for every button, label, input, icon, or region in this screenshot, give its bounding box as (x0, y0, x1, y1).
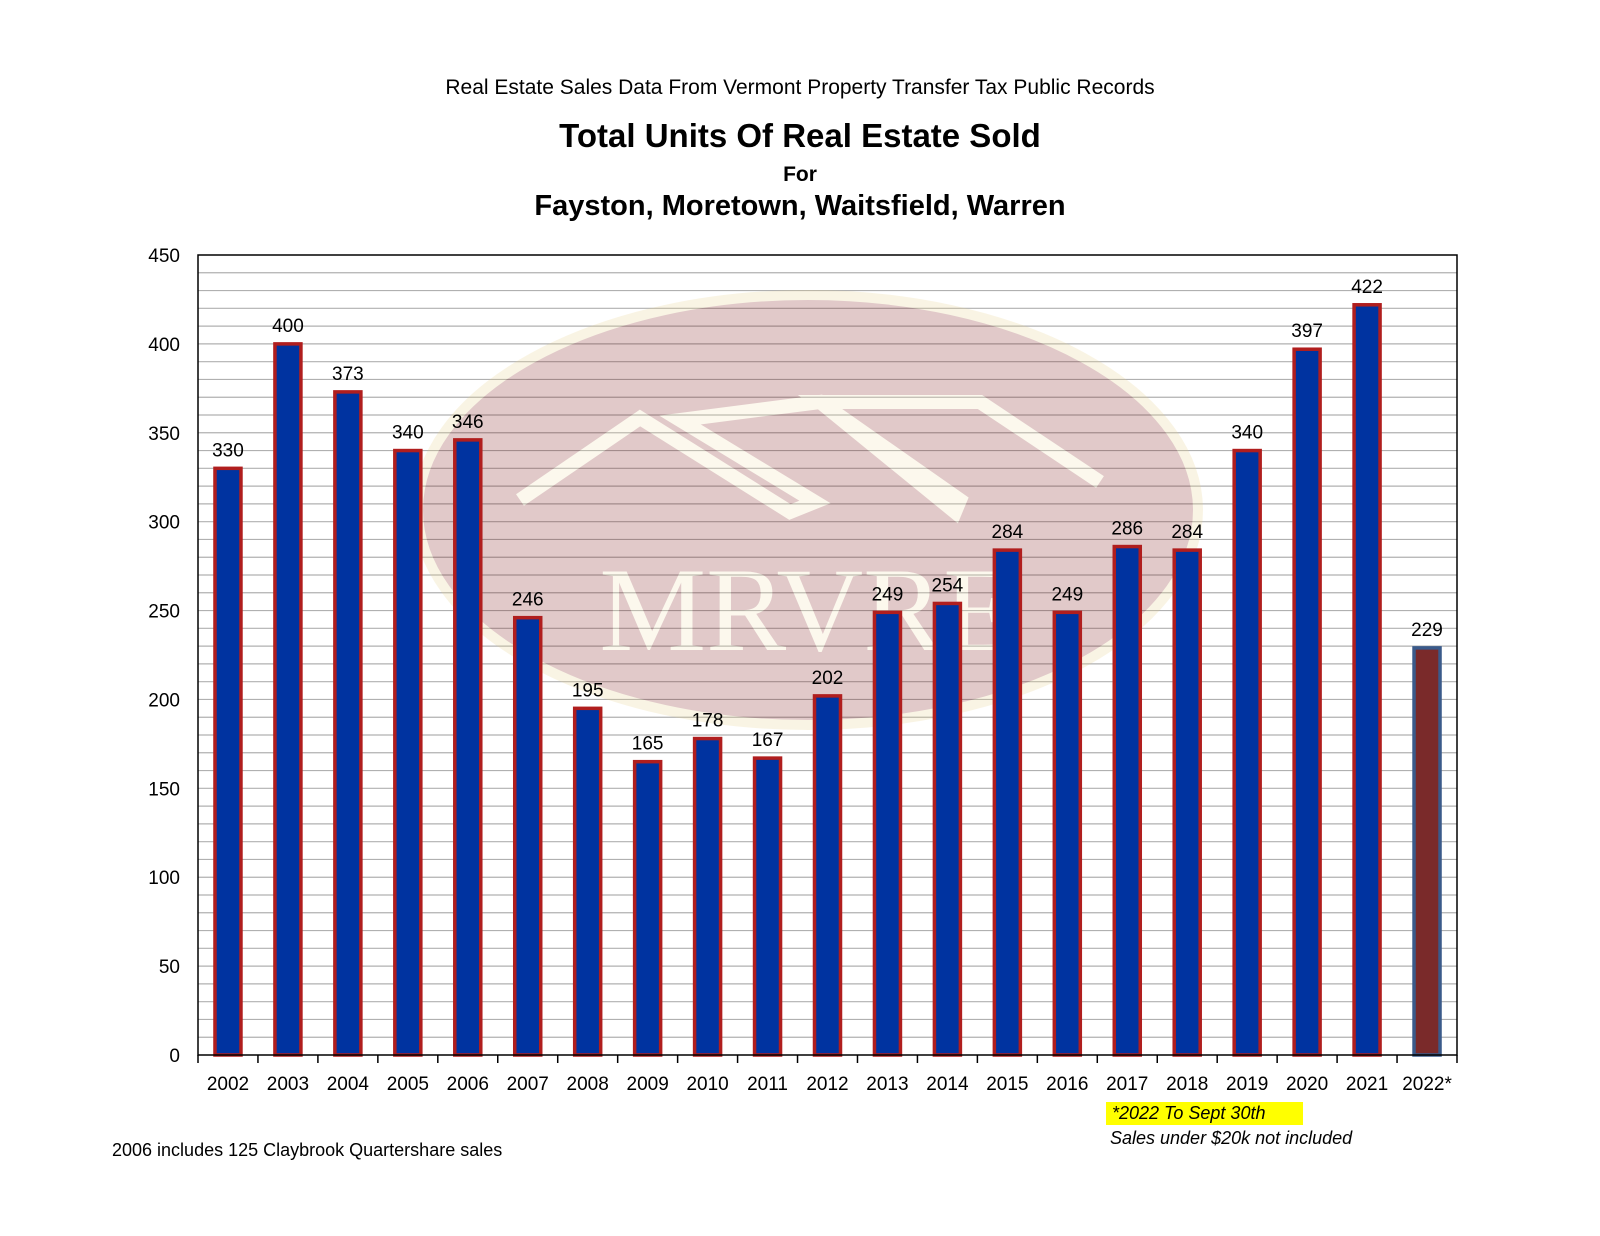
bar-2009 (632, 759, 663, 1057)
bar-2019 (1232, 448, 1262, 1057)
towns-line: Fayston, Moretown, Waitsfield, Warren (534, 190, 1066, 222)
bar-2011 (752, 756, 783, 1057)
mountain-icon (516, 394, 1104, 524)
bars (213, 303, 1442, 1057)
data-label: 167 (752, 730, 784, 751)
bar-2016 (1052, 610, 1083, 1057)
bar-2002 (213, 466, 243, 1057)
bar-2018 (1172, 548, 1202, 1057)
x-tick-label: 2020 (1286, 1074, 1328, 1095)
data-label: 284 (1171, 522, 1203, 543)
data-label: 178 (692, 711, 724, 732)
x-tick-label: 2008 (567, 1074, 609, 1095)
data-labels: 330 400 373 340 346 246 195 165 178 167 202 249 254 2… (212, 277, 1443, 755)
data-label: 340 (392, 423, 424, 444)
x-tick-label: 2021 (1346, 1074, 1388, 1095)
data-label: 422 (1351, 277, 1383, 298)
partial-year-note: *2022 To Sept 30th (1106, 1102, 1304, 1125)
bar-2007 (512, 615, 543, 1057)
y-tick-label: 100 (148, 868, 180, 889)
x-tick-label: 2012 (806, 1074, 848, 1095)
bar-2014 (932, 601, 963, 1057)
bar-2013 (872, 610, 903, 1057)
bar-2006 (453, 438, 483, 1057)
y-tick-label: 250 (148, 602, 180, 623)
data-label: 249 (1051, 584, 1083, 605)
bar-2003 (273, 342, 303, 1057)
chart-title: Total Units Of Real Estate Sold (559, 117, 1041, 154)
data-label: 249 (872, 584, 904, 605)
data-label: 400 (272, 316, 304, 337)
x-tick-label: 2002 (207, 1074, 249, 1095)
x-tick-label: 2009 (627, 1074, 669, 1095)
data-label: 202 (812, 668, 844, 689)
x-tick-label: 2018 (1166, 1074, 1208, 1095)
y-tick-label: 300 (148, 513, 180, 534)
data-label: 330 (212, 440, 244, 461)
bar-2012 (812, 694, 843, 1057)
x-axis-ticks: 2002 2003 2004 2005 2006 2007 2008 2009 2010 2011… (197, 1055, 1458, 1095)
x-tick-label: 2003 (267, 1074, 309, 1095)
x-tick-label: 2004 (327, 1074, 370, 1095)
bar-2004 (333, 390, 363, 1057)
for-line: For (783, 163, 817, 186)
x-tick-label: 2015 (986, 1074, 1028, 1095)
bar-2020 (1292, 347, 1322, 1057)
x-tick-label: 2007 (507, 1074, 549, 1095)
x-tick-label: 2022* (1402, 1074, 1452, 1095)
x-tick-label: 2005 (387, 1074, 429, 1095)
bar-2008 (572, 706, 603, 1057)
plot-frame (197, 254, 1458, 1056)
x-tick-label: 2016 (1046, 1074, 1088, 1095)
bar-2022-star (1412, 646, 1442, 1057)
claybrook-note: 2006 includes 125 Claybrook Quartershare… (112, 1140, 503, 1160)
data-label: 246 (512, 590, 544, 611)
x-tick-label: 2017 (1106, 1074, 1148, 1095)
data-label: 340 (1231, 423, 1263, 444)
x-tick-label: 2006 (447, 1074, 489, 1095)
exclusion-note: Sales under $20k not included (1110, 1128, 1353, 1148)
bar-2005 (393, 448, 423, 1057)
data-label: 284 (992, 522, 1024, 543)
x-tick-label: 2011 (747, 1074, 788, 1095)
data-label: 397 (1291, 321, 1323, 342)
data-label: 346 (452, 412, 484, 433)
y-tick-label: 450 (148, 246, 180, 267)
x-tick-label: 2019 (1226, 1074, 1268, 1095)
x-tick-label: 2013 (866, 1074, 908, 1095)
x-tick-label: 2014 (926, 1074, 969, 1095)
x-tick-label: 2010 (686, 1074, 728, 1095)
source-line: Real Estate Sales Data From Vermont Prop… (445, 76, 1155, 99)
y-axis-ticks: 0 50 100 150 200 250 300 350 400 450 (148, 246, 180, 1067)
data-label: 254 (932, 575, 964, 596)
data-label: 373 (332, 364, 364, 385)
data-label: 195 (572, 680, 604, 701)
data-label: 286 (1111, 519, 1143, 540)
bar-2010 (692, 736, 723, 1057)
bar-2021 (1352, 303, 1382, 1057)
y-tick-label: 400 (148, 335, 180, 356)
y-tick-label: 150 (148, 779, 180, 800)
data-label: 229 (1411, 620, 1443, 641)
y-tick-label: 200 (148, 690, 180, 711)
y-tick-label: 0 (169, 1046, 180, 1067)
y-tick-label: 350 (148, 424, 180, 445)
bar-2017 (1112, 544, 1143, 1057)
y-tick-label: 50 (159, 957, 180, 978)
bar-2015 (992, 548, 1023, 1057)
data-label: 165 (632, 734, 664, 755)
